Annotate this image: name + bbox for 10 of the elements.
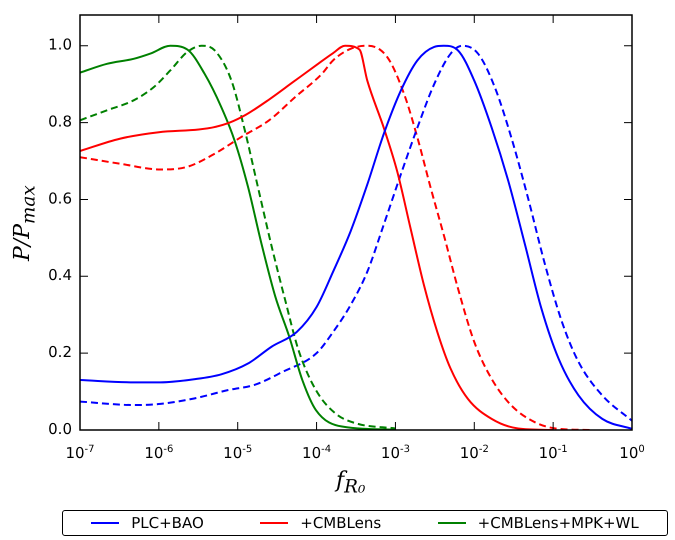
y-tick-label: 0.8 [48,112,72,130]
y-tick-label: 0.6 [48,189,72,208]
y-tick-label: 0.2 [48,343,72,362]
legend-label: +CMBLens+MPK+WL [478,514,639,532]
y-tick-label: 0.0 [48,420,72,438]
legend-label: PLC+BAO [131,514,204,532]
x-axis-title: f$_{R₀}$ [336,468,366,498]
y-tick-label: 1.0 [48,36,72,54]
y-tick-label: 0.4 [48,266,72,284]
legend-label: +CMBLens [300,514,382,532]
